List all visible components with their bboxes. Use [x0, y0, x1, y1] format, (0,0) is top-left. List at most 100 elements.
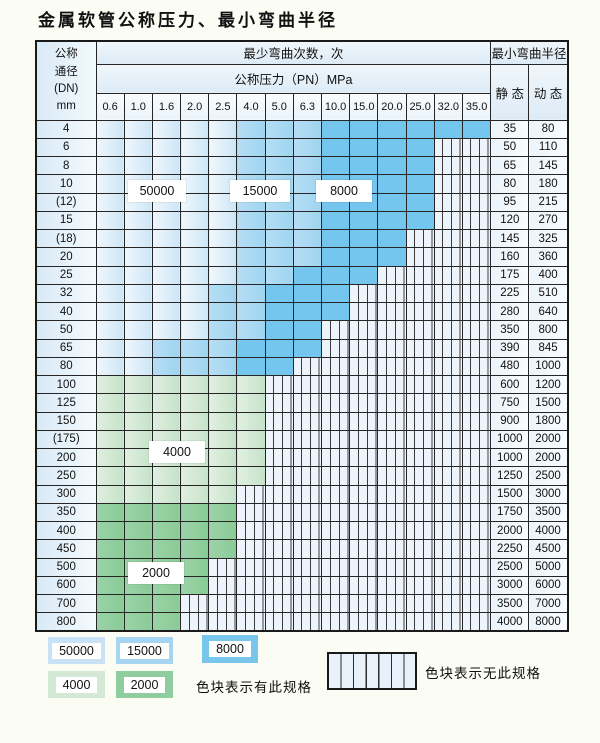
- spec-cell: [208, 393, 238, 413]
- static-radius-value: 350: [490, 320, 530, 340]
- spec-cell: [320, 137, 351, 158]
- no-spec-cell: [405, 539, 435, 559]
- table-row: 65 390 845: [35, 338, 569, 358]
- dynamic-radius-value: 215: [528, 192, 569, 212]
- static-radius-value: 1500: [490, 484, 530, 504]
- no-spec-cell: [461, 575, 492, 596]
- spec-cell: [405, 137, 435, 158]
- spec-cell: [377, 210, 407, 231]
- dn-cell: 500: [35, 557, 97, 577]
- table-row: 50 350 800: [35, 320, 569, 340]
- no-spec-cell: [349, 393, 379, 413]
- table-row: 450 2250 4500: [35, 539, 569, 559]
- spec-cell: [95, 119, 125, 139]
- dynamic-radius-value: 180: [528, 174, 569, 194]
- spec-cell: [377, 174, 407, 194]
- spec-cell: [123, 338, 153, 358]
- spec-cell: [292, 338, 323, 358]
- no-spec-cell: [433, 429, 463, 450]
- no-spec-cell: [377, 520, 407, 541]
- spec-cell: [151, 265, 182, 285]
- no-spec-cell: [433, 265, 463, 285]
- no-spec-cell: [264, 374, 294, 395]
- no-spec-cell: [461, 356, 492, 377]
- no-spec-cell: [349, 301, 379, 322]
- spec-cell: [95, 466, 125, 486]
- static-radius-value: 1750: [490, 502, 530, 523]
- spec-cell: [123, 137, 153, 158]
- no-spec-cell: [377, 447, 407, 468]
- spec-cell: [208, 539, 238, 559]
- no-spec-cell: [349, 557, 379, 577]
- no-spec-cell: [236, 557, 266, 577]
- spec-cell: [95, 137, 125, 158]
- no-spec-cell: [461, 247, 492, 267]
- spec-cell: [123, 374, 153, 395]
- dn-cell: 700: [35, 593, 97, 614]
- no-spec-cell: [320, 374, 351, 395]
- no-spec-cell: [433, 338, 463, 358]
- spec-cell: [461, 119, 492, 139]
- spec-cell: [292, 265, 323, 285]
- no-spec-cell: [264, 520, 294, 541]
- spec-cell: [180, 520, 210, 541]
- no-spec-cell: [461, 411, 492, 431]
- dynamic-radius-value: 1200: [528, 374, 569, 395]
- spec-cell: [320, 265, 351, 285]
- no-spec-cell: [264, 557, 294, 577]
- legend-swatch-label: 15000: [120, 642, 169, 659]
- pressure-col-header: 32.0: [433, 92, 463, 121]
- spec-cell: [292, 320, 323, 340]
- static-radius-value: 35: [490, 119, 530, 139]
- no-spec-cell: [433, 484, 463, 504]
- spec-cell: [151, 228, 182, 249]
- spec-cell: [123, 520, 153, 541]
- spec-cell: [151, 137, 182, 158]
- no-spec-cell: [377, 484, 407, 504]
- no-spec-cell: [461, 484, 492, 504]
- table-row: 600 3000 6000: [35, 575, 569, 596]
- no-spec-cell: [377, 557, 407, 577]
- pressure-col-header: 5.0: [264, 92, 294, 121]
- no-spec-cell: [433, 301, 463, 322]
- static-radius-value: 145: [490, 228, 530, 249]
- dn-cell: 450: [35, 539, 97, 559]
- no-spec-cell: [377, 466, 407, 486]
- no-spec-cell: [433, 593, 463, 614]
- static-radius-value: 225: [490, 283, 530, 304]
- cycle-count-label: 8000: [316, 180, 372, 202]
- table-row: 32 225 510: [35, 283, 569, 304]
- dn-cell: 20: [35, 247, 97, 267]
- table-row: 150 900 1800: [35, 411, 569, 431]
- spec-cell: [208, 447, 238, 468]
- no-spec-cell: [433, 155, 463, 176]
- no-spec-cell: [320, 429, 351, 450]
- spec-cell: [151, 374, 182, 395]
- spec-cell: [151, 247, 182, 267]
- spec-cell: [208, 228, 238, 249]
- no-spec-cell: [433, 356, 463, 377]
- spec-cell: [123, 228, 153, 249]
- static-radius-value: 3500: [490, 593, 530, 614]
- pressure-col-header: 25.0: [405, 92, 435, 121]
- pressure-col-header: 2.0: [180, 92, 210, 121]
- no-spec-cell: [377, 301, 407, 322]
- no-spec-cell: [292, 502, 323, 523]
- legend-swatch-label: 4000: [55, 676, 98, 693]
- no-spec-cell: [405, 520, 435, 541]
- no-spec-cell: [264, 575, 294, 596]
- spec-cell: [151, 502, 182, 523]
- spec-cell: [151, 338, 182, 358]
- no-spec-cell: [208, 612, 238, 632]
- spec-cell: [180, 283, 210, 304]
- spec-table: 公称 通径 (DN) mm 最少弯曲次数，次 最小弯曲半径 公称压力（PN）MPa 静…: [35, 40, 569, 632]
- spec-cell: [208, 356, 238, 377]
- table-row: 200 1000 2000: [35, 447, 569, 468]
- dynamic-radius-value: 8000: [528, 612, 569, 632]
- spec-cell: [123, 502, 153, 523]
- legend-swatch: 15000: [116, 637, 173, 664]
- no-spec-cell: [320, 539, 351, 559]
- spec-cell: [236, 356, 266, 377]
- no-spec-cell: [349, 447, 379, 468]
- no-spec-cell: [405, 557, 435, 577]
